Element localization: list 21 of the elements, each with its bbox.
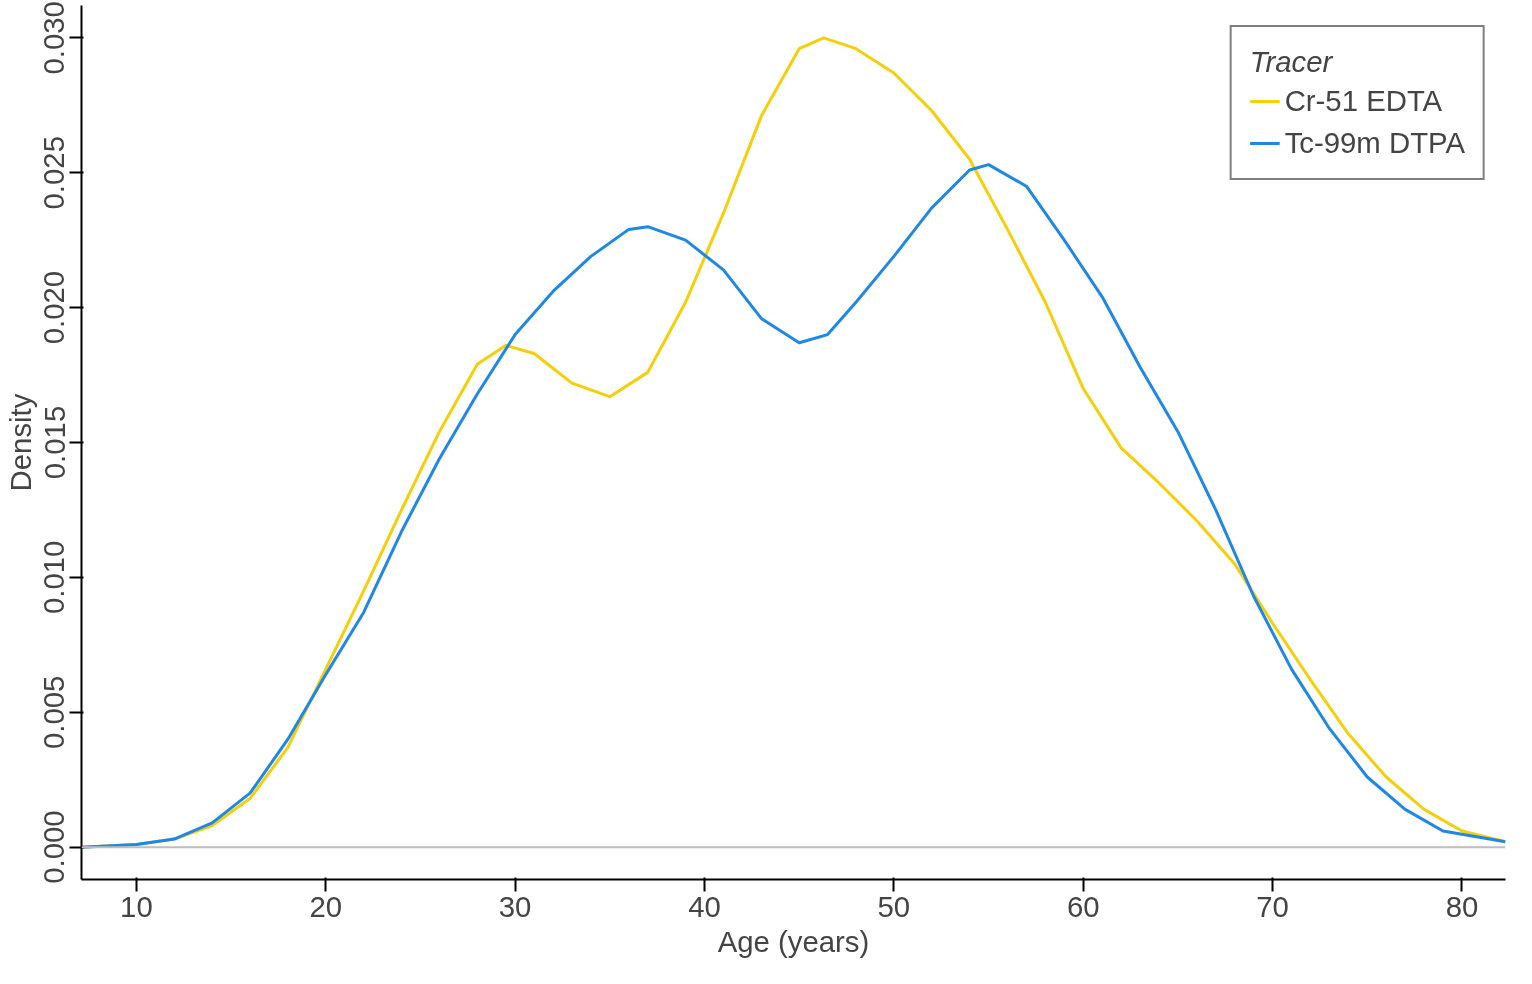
x-tick-label: 20 (309, 889, 343, 923)
x-tick-label: 80 (1445, 889, 1479, 923)
x-tick-label: 70 (1256, 889, 1289, 923)
x-tick-label: 30 (498, 889, 532, 923)
x-tick-label: 50 (877, 889, 911, 923)
y-axis-title: Density (3, 393, 37, 492)
y-tick-label: 0.000 (37, 810, 71, 884)
y-tick-label: 0.020 (37, 270, 71, 345)
x-tick-label: 40 (688, 889, 721, 923)
x-axis-title: Age (years) (717, 924, 870, 958)
legend-label: Tc-99m DTPA (1284, 126, 1465, 160)
x-tick-label: 60 (1066, 889, 1100, 923)
y-tick-label: 0.005 (37, 675, 71, 749)
y-tick-label: 0.015 (37, 405, 71, 480)
y-tick-label: 0.030 (37, 1, 71, 75)
legend-label: Cr-51 EDTA (1284, 84, 1443, 118)
y-tick-label: 0.010 (37, 540, 71, 615)
y-tick-label: 0.025 (37, 136, 71, 210)
legend-title: Tracer (1249, 45, 1334, 79)
x-tick-label: 10 (120, 889, 153, 923)
line-series (81, 163, 1506, 849)
